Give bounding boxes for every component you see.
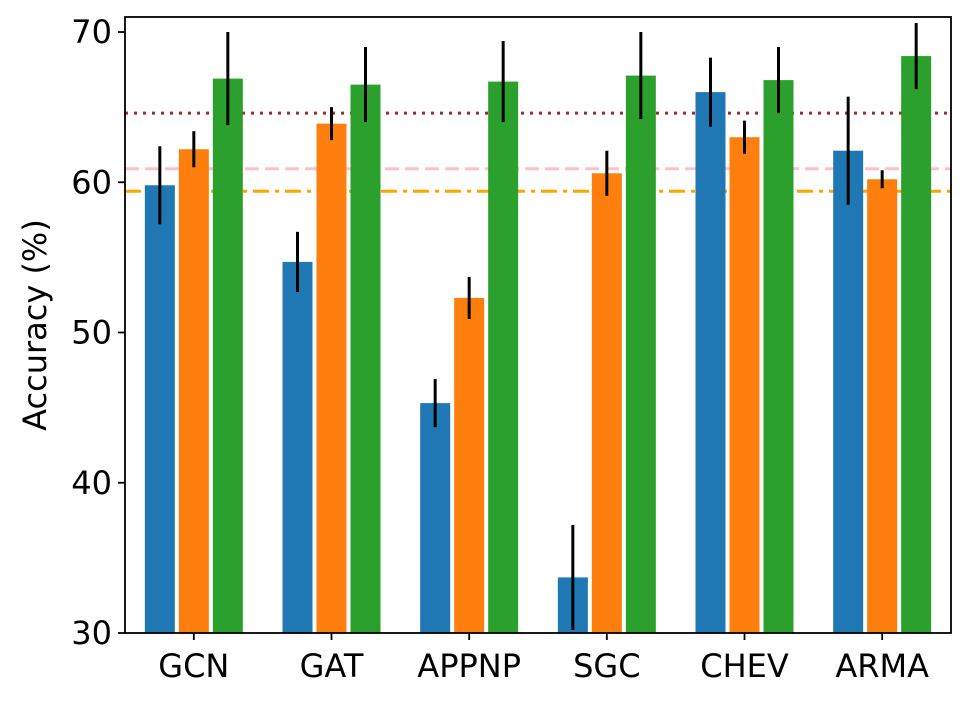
- x-tick-label-gat: GAT: [300, 647, 364, 685]
- bar-appnp-series-1: [420, 403, 451, 633]
- bar-arma-series-2: [867, 179, 898, 633]
- bar-gcn-series-2: [178, 149, 209, 633]
- y-tick-label: 50: [71, 314, 112, 352]
- plot-frame: [124, 16, 952, 634]
- bar-chev-series-2: [729, 137, 760, 633]
- bar-arma-series-3: [901, 56, 932, 633]
- y-tick-label: 70: [71, 13, 112, 51]
- x-tick-label-gcn: GCN: [158, 647, 229, 685]
- bar-chev-series-1: [695, 92, 726, 633]
- reference-lines: [125, 111, 951, 193]
- axis-ticks: 30 40 50 60 70 GCN GAT APPNP SGC CHEV ARMA: [71, 13, 929, 685]
- bar-appnp-series-3: [488, 81, 519, 634]
- bar-gat-series-1: [282, 261, 313, 633]
- bar-arma-series-1: [833, 150, 864, 633]
- bar-gcn-series-3: [212, 78, 243, 634]
- y-tick-label: 40: [71, 464, 112, 502]
- bar-sgc-series-3: [625, 75, 656, 634]
- x-tick-label-sgc: SGC: [573, 647, 640, 685]
- y-tick-label: 60: [71, 163, 112, 201]
- bar-sgc-series-2: [591, 173, 622, 633]
- bar-gat-series-3: [350, 84, 381, 634]
- y-tick-label: 30: [71, 614, 112, 652]
- bar-chev-series-3: [763, 80, 794, 634]
- bars: [144, 56, 932, 634]
- x-tick-label-arma: ARMA: [835, 647, 929, 685]
- x-tick-label-appnp: APPNP: [417, 647, 521, 685]
- error-bars: [158, 23, 918, 630]
- bar-gat-series-2: [316, 123, 347, 634]
- y-axis-label: Accuracy (%): [16, 219, 54, 431]
- bar-appnp-series-2: [454, 297, 485, 633]
- x-tick-label-chev: CHEV: [700, 647, 789, 685]
- bar-gcn-series-1: [144, 185, 175, 633]
